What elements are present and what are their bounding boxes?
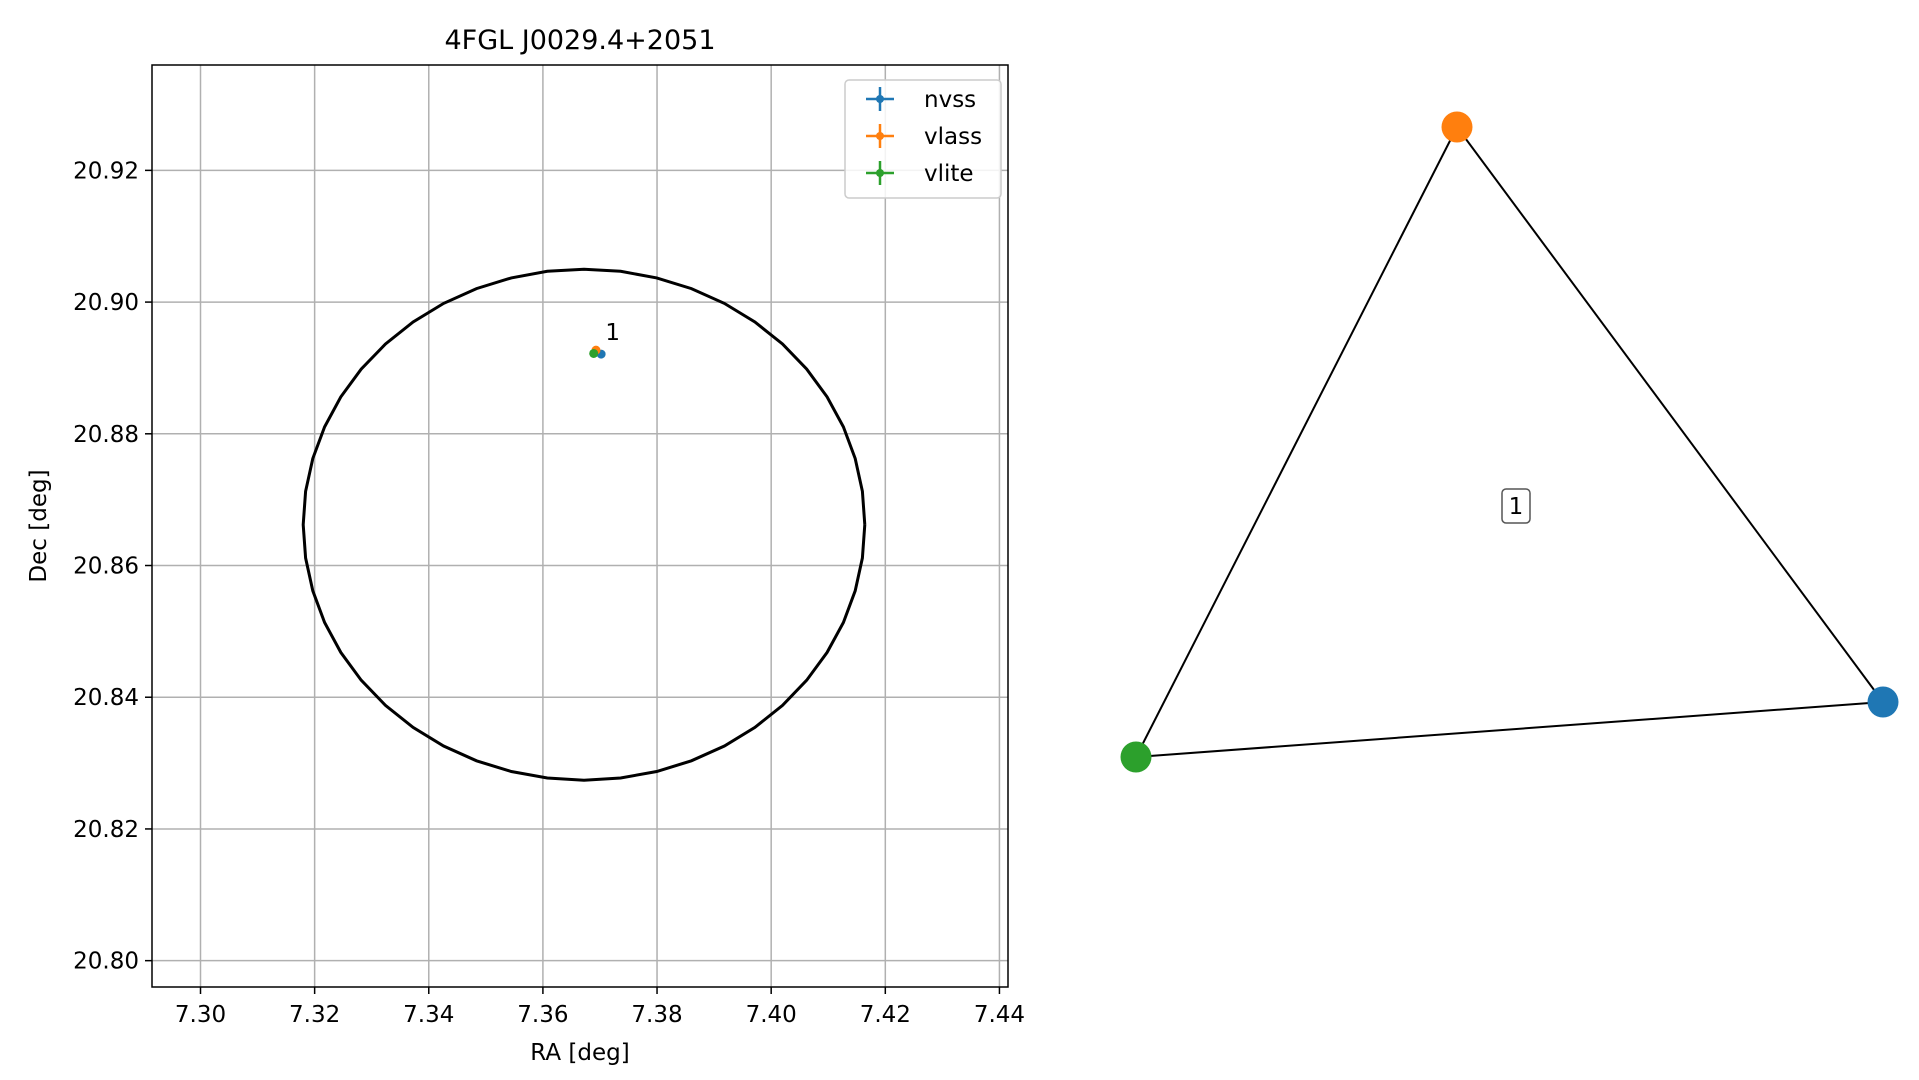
- legend-label-nvss: nvss: [924, 87, 976, 113]
- y-tick-label: 20.82: [73, 817, 139, 843]
- graph-node-vlite: [1120, 741, 1152, 773]
- x-tick-label: 7.38: [631, 1002, 682, 1028]
- x-axis-label: RA [deg]: [530, 1040, 629, 1066]
- source-points-layer: [589, 345, 606, 359]
- legend: nvss vlass vlite: [844, 79, 1002, 199]
- graph-node-vlass: [1441, 111, 1473, 143]
- x-tick-label: 7.40: [746, 1002, 797, 1028]
- x-axis-ticks: 7.30 7.32 7.34 7.36 7.38 7.40 7.42 7.44: [175, 987, 1025, 1028]
- x-tick-label: 7.42: [860, 1002, 911, 1028]
- graph-edge: [1456, 126, 1884, 703]
- graph-node-nvss: [1867, 686, 1899, 718]
- legend-label-vlite: vlite: [924, 161, 974, 187]
- graph-edge: [1135, 126, 1458, 758]
- graph-edges: [1135, 126, 1884, 758]
- legend-label-vlass: vlass: [924, 124, 982, 150]
- network-graph: 1: [1120, 111, 1899, 773]
- y-tick-label: 20.90: [73, 290, 139, 316]
- chart-title: 4FGL J0029.4+2051: [444, 25, 715, 56]
- y-axis-label: Dec [deg]: [26, 469, 52, 582]
- legend-marker-nvss: [876, 95, 884, 103]
- legend-marker-vlite: [876, 169, 884, 177]
- graph-nodes: [1120, 111, 1899, 773]
- point-annotation: 1: [605, 320, 620, 346]
- y-tick-label: 20.86: [73, 554, 139, 580]
- legend-box: [844, 79, 1002, 199]
- y-tick-label: 20.80: [73, 949, 139, 975]
- x-tick-label: 7.34: [403, 1002, 454, 1028]
- graph-group-label: 1: [1501, 488, 1531, 524]
- error-ellipse-layer: [301, 267, 867, 782]
- graph-group-label-box: [1501, 488, 1531, 524]
- error-ellipse: [301, 267, 867, 782]
- y-tick-label: 20.84: [73, 685, 139, 711]
- x-tick-label: 7.30: [175, 1002, 226, 1028]
- x-tick-label: 7.32: [289, 1002, 340, 1028]
- x-grid-lines: [199, 65, 1001, 987]
- y-axis-ticks: 20.80 20.82 20.84 20.86 20.88 20.90 20.92: [73, 158, 152, 975]
- graph-group-label-text: 1: [1509, 494, 1524, 520]
- scatter-plot: 1 7.30 7.32 7.34 7.36 7.38 7.40 7.42 7.44 20.80…: [26, 25, 1025, 1066]
- y-grid-lines: [152, 169, 1008, 962]
- x-tick-label: 7.44: [974, 1002, 1025, 1028]
- plot-frame: [151, 64, 1009, 988]
- y-tick-label: 20.92: [73, 158, 139, 184]
- graph-edge: [1135, 701, 1884, 758]
- x-tick-label: 7.36: [517, 1002, 568, 1028]
- data-point-vlite: [589, 348, 599, 358]
- legend-marker-vlass: [876, 132, 884, 140]
- y-tick-label: 20.88: [73, 422, 139, 448]
